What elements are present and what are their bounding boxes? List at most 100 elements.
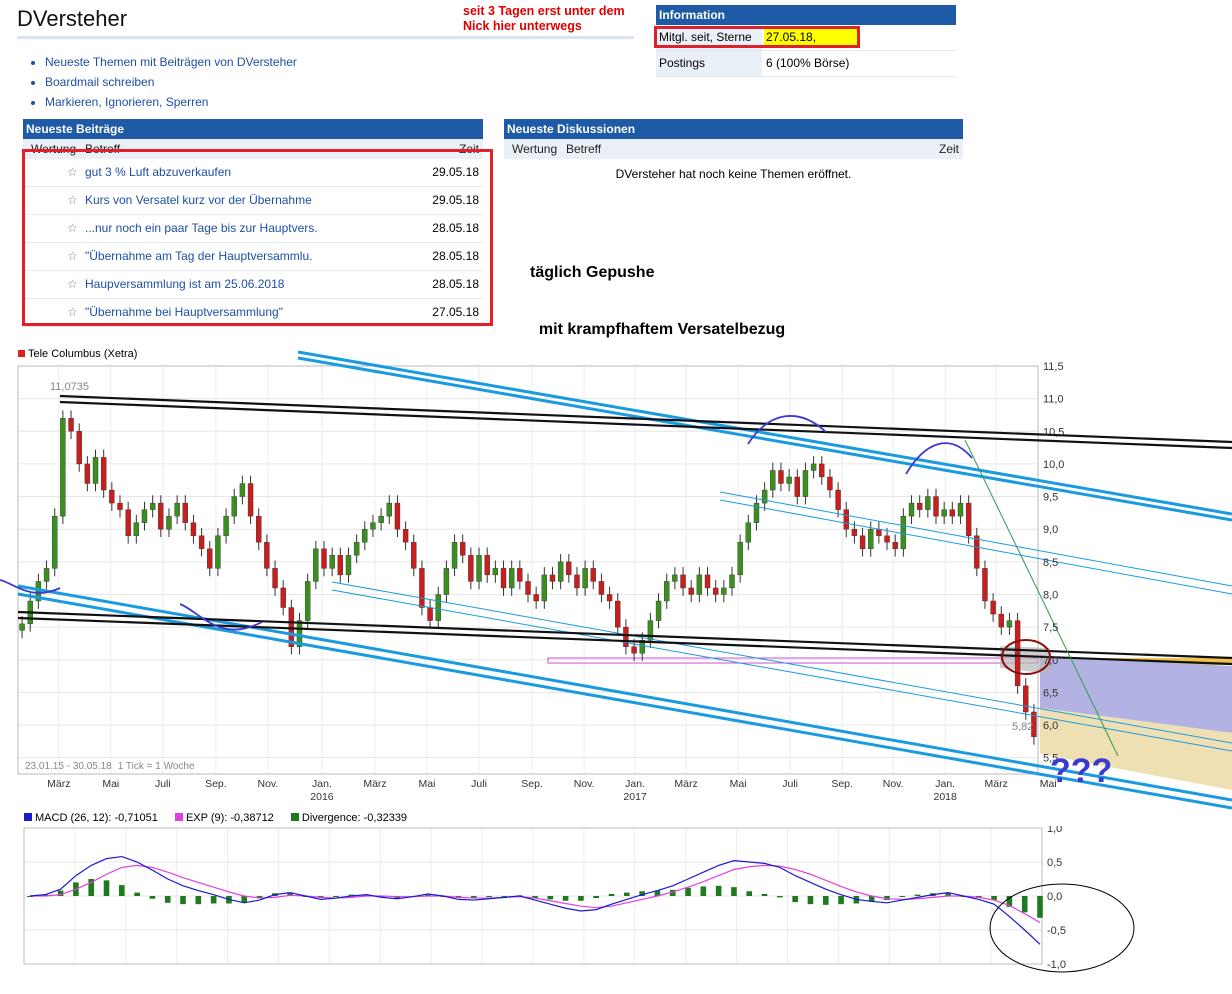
col-subject[interactable]: Betreff [566,142,602,156]
divergence-bar [624,892,630,896]
candle-body [476,555,482,582]
star-icon[interactable]: ☆ [67,193,78,207]
channel-line-thin [719,491,1232,587]
candle-body [223,515,229,536]
question-marks-annotation: ??? [1050,752,1112,790]
title-divider [17,36,634,39]
x-tick-label: Mai [730,778,747,790]
x-tick-label: Juli [471,778,487,790]
link-mark-ignore-block[interactable]: Markieren, Ignorieren, Sperren [45,92,297,112]
x-tick-label: März [985,778,1008,790]
candle-body [394,502,401,530]
candle-body [664,581,670,602]
star-icon[interactable]: ☆ [67,249,78,263]
divergence-bar [562,896,569,901]
candle-body [492,568,499,576]
link-latest-topics[interactable]: Neueste Themen mit Beiträgen von DVerste… [45,52,297,72]
channel-line-thick [297,356,1232,522]
candle-body [517,568,523,582]
divergence-bar [180,896,186,905]
x-tick-label: März [674,778,697,790]
candle-body [998,613,1004,628]
annotation-top-line: Nick hier unterwegs [463,19,582,33]
annotation-ellipse [989,883,1135,973]
divergence-bar [761,893,768,896]
y-tick-label: 10,5 [1043,426,1064,438]
y-tick-label: 10,0 [1043,459,1064,471]
zone-fills [547,646,1232,790]
candle-body [264,542,270,569]
post-row[interactable]: ☆ gut 3 % Luft abzuverkaufen 29.05.18 [23,159,483,187]
y-tick-label: 0,0 [1047,891,1062,903]
candle-body [908,502,915,517]
divergence-bar [777,896,783,898]
post-row[interactable]: ☆ Haupversammlung ist am 25.06.2018 28.05.… [23,271,483,299]
candle-body [174,502,180,517]
divergence-bar [333,896,339,897]
candle-body [990,600,996,615]
y-tick-label: 1,0 [1047,826,1062,835]
divergence-bar [945,892,951,896]
y-tick-label: 6,5 [1043,687,1058,699]
info-label: Postings [656,51,762,76]
candle-body [280,587,286,608]
candle-body [345,555,352,576]
x-tick-label: Sep. [831,778,853,790]
candle-body [76,431,82,465]
annotation-middle-line: mit krampfhaftem Versatelbezug [530,321,786,338]
post-subject-link[interactable]: Kurs von Versatel kurz vor der Übernahme [85,193,312,207]
post-subject-link[interactable]: ...nur noch ein paar Tage bis zur Hauptv… [85,221,318,235]
y-tick-label: 8,5 [1043,557,1058,569]
candle-body [802,470,809,497]
divergence-bar [792,896,798,903]
x-tick-label: Nov. [257,778,278,790]
range-label: 23.01.15 - 30.05.18 1 Tick = 1 Woche [25,761,195,772]
legend-swatch [174,813,183,821]
candle-body [598,581,605,595]
channel-line-thin [331,581,1232,744]
price-plot-frame [17,365,1039,775]
divergence-bar [868,896,875,902]
col-time[interactable]: Zeit [938,142,959,156]
divergence-bar [210,896,217,904]
candle-body [337,555,344,576]
x-tick-label: Nov. [574,778,595,790]
candle-body [770,470,776,491]
divergence-bar [379,896,385,898]
x-tick-label: Juli [782,778,798,790]
post-row[interactable]: ☆ "Übernahme am Tag der Hauptversammlu. 28… [23,243,483,271]
candle-body [729,574,735,589]
star-icon[interactable]: ☆ [67,165,78,179]
candle-body [460,542,466,556]
post-subject-link[interactable]: gut 3 % Luft abzuverkaufen [85,165,232,179]
candle-body [615,600,621,628]
post-row[interactable]: ☆ "Übernahme bei Hauptversammlung" 27.05.1… [23,299,483,327]
annotation-middle-line: täglich Gepushe [530,264,655,281]
support-resistance-line [59,400,1232,450]
link-boardmail[interactable]: Boardmail schreiben [45,72,297,92]
candle-body [100,457,107,491]
range-text: 23.01.15 - 30.05.18 [25,761,112,772]
candle-body [125,509,131,536]
post-row[interactable]: ☆ ...nur noch ein paar Tage bis zur Haupt… [23,215,483,243]
post-subject-link[interactable]: "Übernahme bei Hauptversammlung" [85,305,283,319]
post-date: 28.05.18 [432,277,479,291]
candle-body [582,568,588,589]
divergence-bar [608,893,615,896]
post-subject-link[interactable]: "Übernahme am Tag der Hauptversammlu. [85,249,313,263]
candle-body [256,515,262,543]
divergence-bar [425,893,431,896]
star-icon[interactable]: ☆ [67,221,78,235]
candle-body [272,568,278,589]
candle-body [541,574,548,602]
star-icon[interactable]: ☆ [67,305,78,319]
post-subject-link[interactable]: Haupversammlung ist am 25.06.2018 [85,277,285,291]
star-icon[interactable]: ☆ [67,277,78,291]
post-row[interactable]: ☆ Kurs von Versatel kurz vor der Übernahm… [23,187,483,215]
col-rating[interactable]: Wertung [512,142,558,156]
post-date: 28.05.18 [432,249,479,263]
post-date: 29.05.18 [432,193,479,207]
tick-text: 1 Tick = 1 Woche [118,761,195,772]
candle-body [500,568,507,589]
candle-body [916,502,923,510]
